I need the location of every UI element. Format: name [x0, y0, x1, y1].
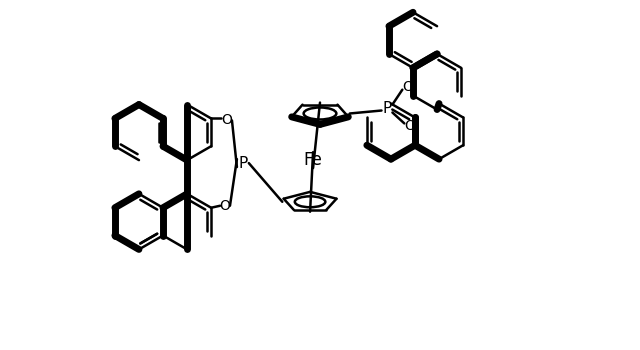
Text: O: O	[220, 199, 230, 213]
Text: P: P	[383, 101, 392, 116]
Text: P: P	[238, 156, 248, 170]
Text: Fe: Fe	[303, 151, 323, 169]
Text: O: O	[404, 119, 415, 133]
Text: O: O	[402, 80, 413, 94]
Text: O: O	[221, 113, 232, 127]
